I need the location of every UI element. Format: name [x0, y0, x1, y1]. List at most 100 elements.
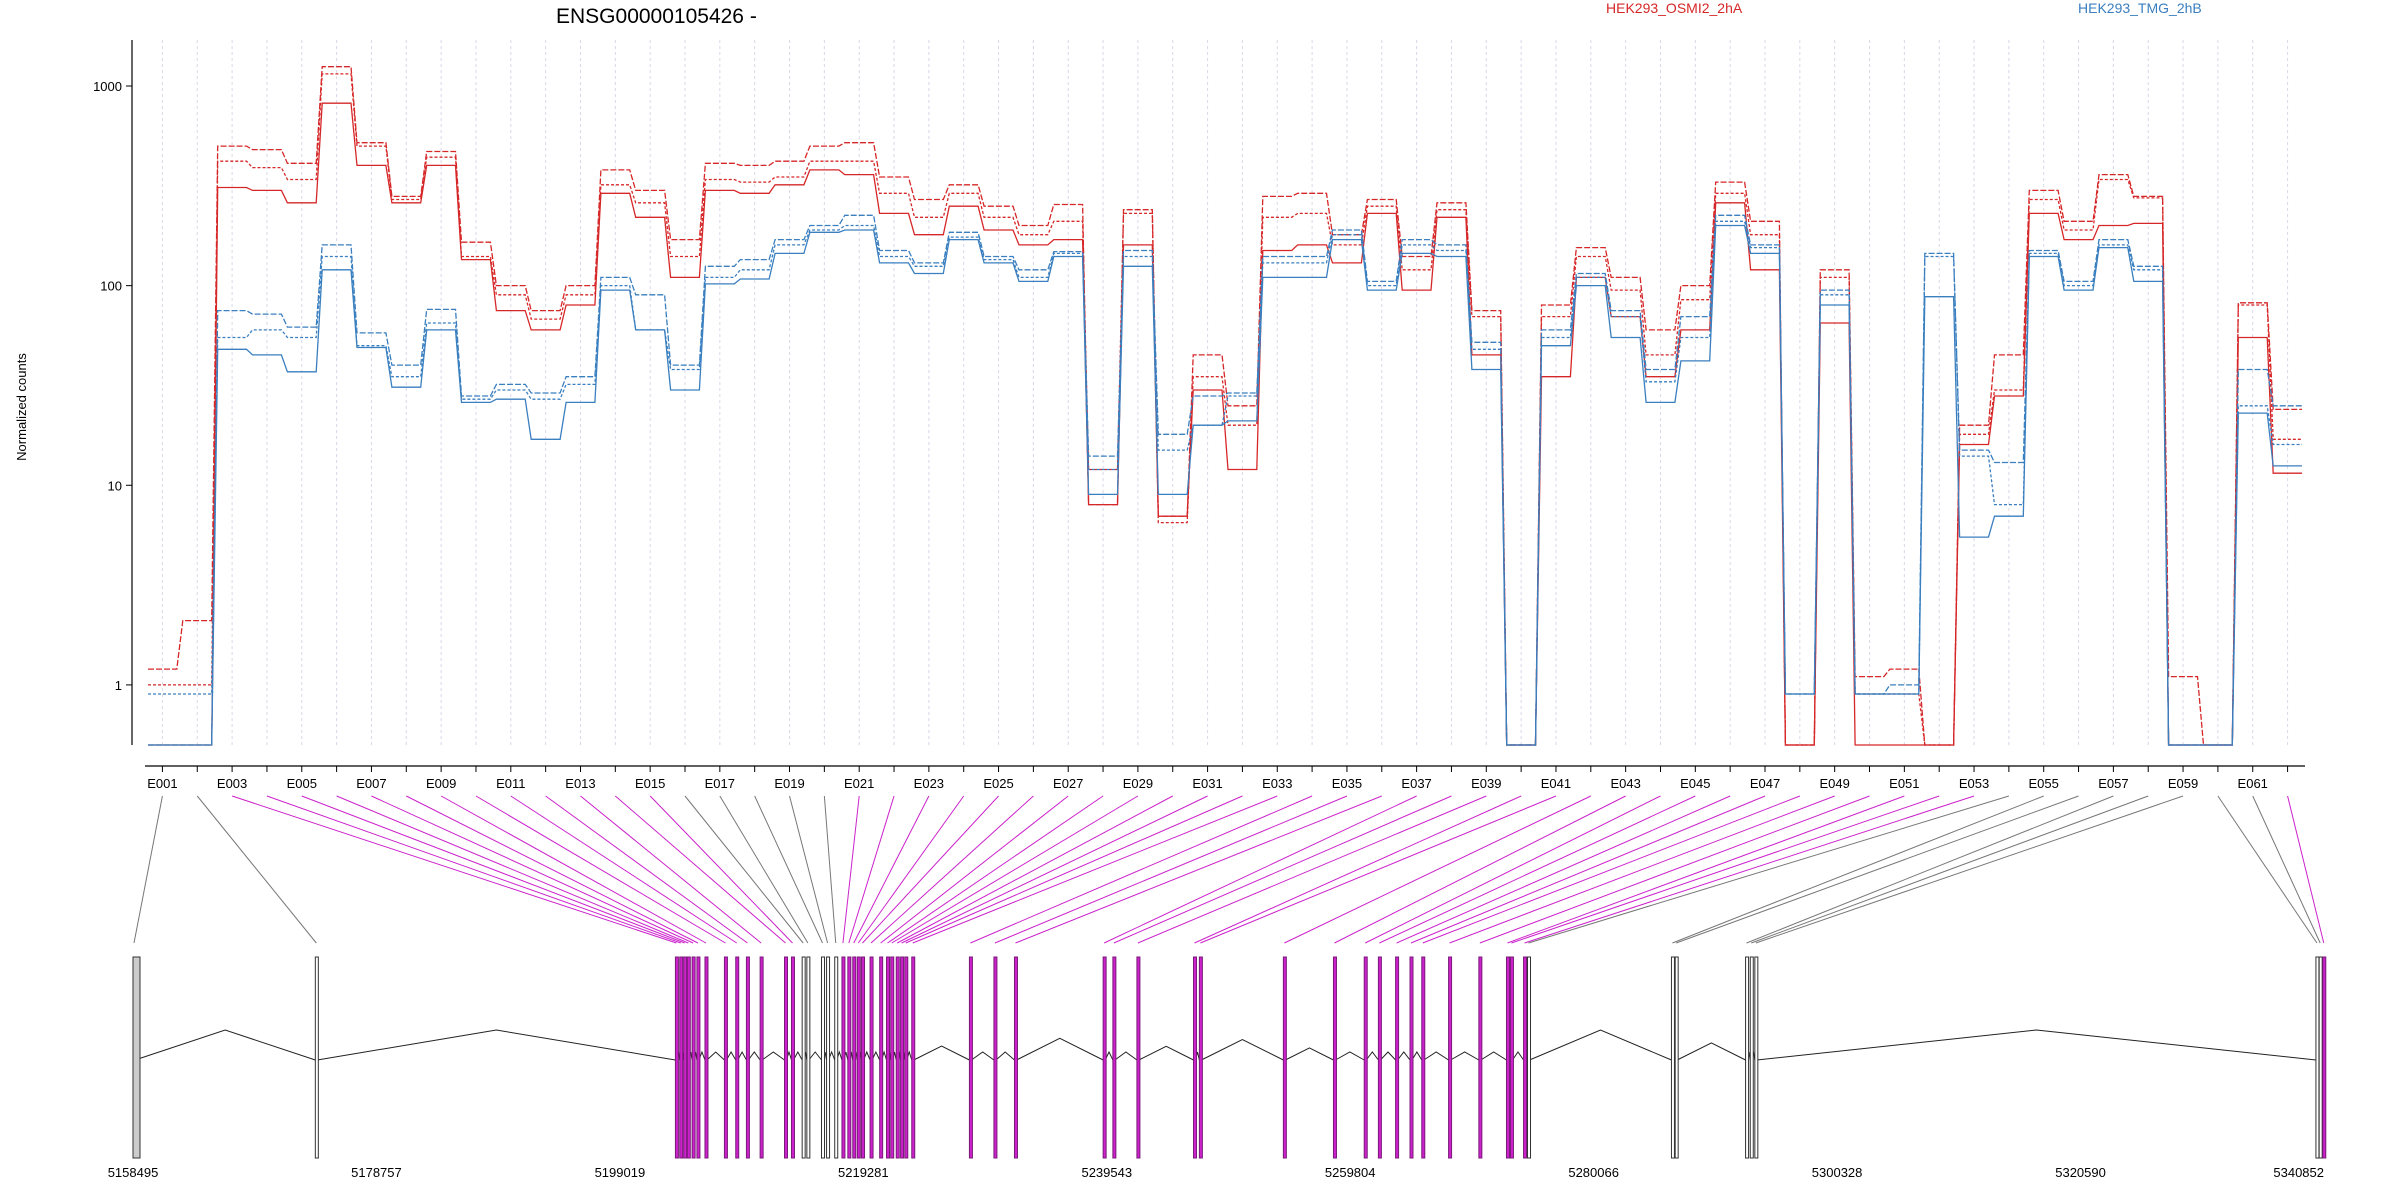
exon-connector	[789, 795, 829, 944]
exon-block	[861, 956, 866, 1159]
intron-line	[134, 1029, 316, 1061]
exon-connector	[1528, 795, 2010, 944]
intron-line	[1138, 1045, 1194, 1061]
exon-connector	[848, 795, 895, 944]
exon-block	[904, 956, 909, 1159]
exon-tick-label: E033	[1262, 776, 1292, 791]
exon-block	[1363, 956, 1368, 1159]
exon-connector	[1524, 795, 1975, 944]
intron-line	[808, 1051, 822, 1061]
intron-line	[971, 1051, 995, 1061]
exon-block	[132, 956, 141, 1159]
exon-connector	[545, 795, 748, 944]
exon-block	[1505, 956, 1510, 1159]
legend-label-tmg: HEK293_TMG_2hB	[2078, 0, 2202, 16]
exon-connector	[1410, 795, 1766, 944]
exon-connector	[1334, 795, 1626, 944]
exon-connector	[719, 795, 809, 944]
exon-block	[1395, 956, 1400, 1159]
exon-block	[735, 956, 740, 1159]
exon-connector	[1507, 795, 1905, 944]
genomic-tick-label: 5239543	[1081, 1165, 1132, 1180]
exon-block	[1745, 956, 1750, 1159]
exon-block	[886, 956, 891, 1159]
exon-tick-label: E027	[1053, 776, 1083, 791]
exon-block	[841, 956, 846, 1159]
exon-tick-label: E037	[1401, 776, 1431, 791]
exon-connector	[649, 795, 793, 944]
exon-block	[696, 956, 701, 1159]
exon-tick-label: E011	[496, 776, 525, 791]
exon-tick-label: E035	[1332, 776, 1362, 791]
intron-line	[761, 1051, 785, 1061]
exon-tick-label: E039	[1471, 776, 1501, 791]
exon-connector	[475, 795, 726, 944]
genomic-tick-label: 5320590	[2055, 1165, 2106, 1180]
exon-connector	[891, 795, 1139, 944]
exon-connector	[510, 795, 737, 944]
y-tick-label: 10	[108, 478, 122, 493]
exon-connector	[266, 795, 681, 944]
exon-block	[1527, 956, 1532, 1159]
series-line	[148, 214, 2302, 746]
exon-connector	[406, 795, 699, 944]
intron-line	[1285, 1047, 1334, 1061]
intron-line	[1450, 1051, 1480, 1061]
intron-line	[1016, 1037, 1104, 1061]
exon-block	[1377, 956, 1382, 1159]
exon-tick-label: E019	[774, 776, 804, 791]
exon-connector	[754, 795, 823, 944]
intron-line	[706, 1051, 725, 1061]
intron-line	[1411, 1051, 1423, 1061]
exon-tick-label: E041	[1541, 776, 1571, 791]
exon-tick-label: E025	[983, 776, 1013, 791]
exon-connector	[862, 795, 999, 944]
intron-line	[726, 1051, 737, 1061]
exon-block	[968, 956, 973, 1159]
exon-connector	[1015, 795, 1382, 944]
exon-tick-label: E047	[1750, 776, 1780, 791]
exon-block	[847, 956, 852, 1159]
exon-block	[759, 956, 764, 1159]
exon-block	[869, 956, 874, 1159]
exon-block	[911, 956, 916, 1159]
exon-block	[2315, 956, 2320, 1159]
exon-connector	[684, 795, 804, 944]
exon-block	[691, 956, 696, 1159]
exon-block	[1509, 956, 1514, 1159]
exon-block	[1448, 956, 1453, 1159]
exon-tick-label: E043	[1610, 776, 1640, 791]
y-axis: 1 10 100 1000	[93, 40, 133, 745]
exon-connector	[887, 795, 1104, 944]
series-line	[148, 224, 2302, 746]
exon-block	[1332, 956, 1337, 1159]
exon-connector	[853, 795, 930, 944]
exon-tick-label: E021	[844, 776, 874, 791]
exon-block	[852, 956, 857, 1159]
exon-connector	[1422, 795, 1801, 944]
exon-block	[1421, 956, 1426, 1159]
exon-connector-lines	[133, 795, 2325, 944]
exon-block	[745, 956, 750, 1159]
exon-connector	[371, 795, 694, 944]
exon-block	[879, 956, 884, 1159]
exon-connector	[2287, 795, 2325, 944]
gene-model	[132, 956, 2327, 1159]
exon-block	[1523, 956, 1528, 1159]
exon-block	[314, 956, 319, 1159]
exon-block	[1136, 956, 1141, 1159]
intron-line	[1380, 1051, 1396, 1061]
exon-block	[834, 956, 839, 1159]
exon-connector	[1676, 795, 2079, 944]
intron-line	[1676, 1042, 1746, 1061]
exon-tick-label: E015	[635, 776, 665, 791]
exon-block	[686, 956, 691, 1159]
genomic-tick-label: 5300328	[1812, 1165, 1863, 1180]
exon-block	[895, 956, 900, 1159]
intron-line	[1397, 1051, 1411, 1061]
exon-tick-label: E057	[2098, 776, 2128, 791]
exon-block	[1112, 956, 1117, 1159]
exon-connector	[1511, 795, 1940, 944]
exon-block	[1102, 956, 1107, 1159]
